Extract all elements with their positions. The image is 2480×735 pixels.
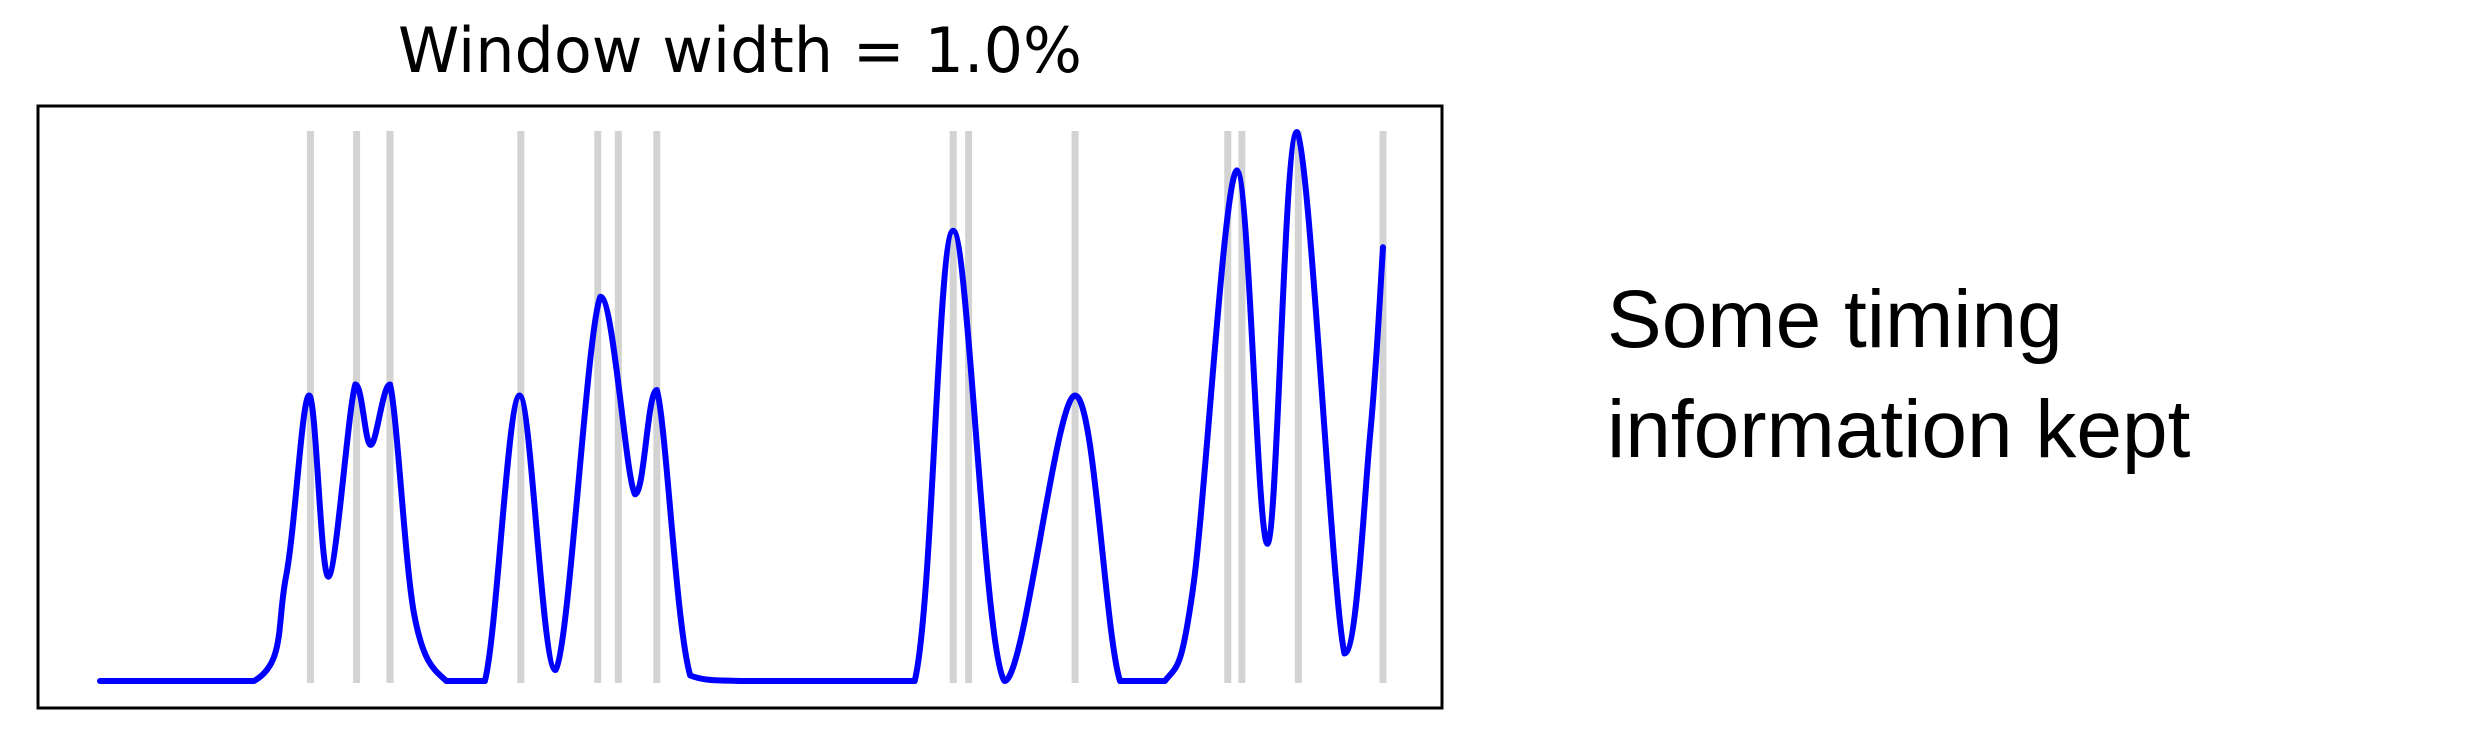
series-line (97, 129, 1386, 685)
caption-line-1: Some timing (1607, 274, 2063, 365)
plot-frame (36, 104, 1444, 710)
spike-lines (306, 131, 1387, 683)
caption-line-2: information kept (1607, 384, 2191, 475)
side-caption: Some timing information kept (1607, 265, 2190, 485)
chart-title: Window width = 1.0% (398, 14, 1082, 87)
